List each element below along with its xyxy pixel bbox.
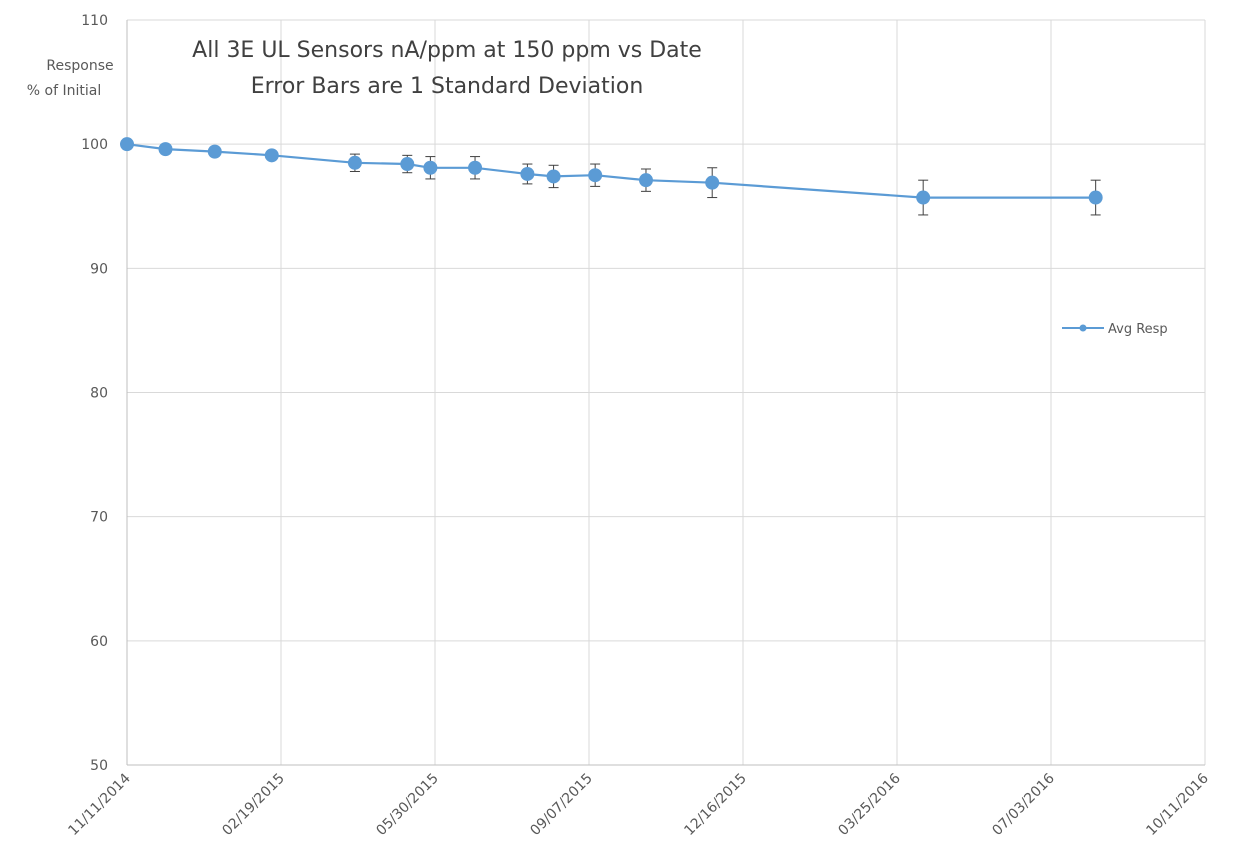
data-point	[638, 173, 653, 188]
data-point	[120, 137, 134, 152]
chart-subtitle: Error Bars are 1 Standard Deviation	[251, 74, 644, 99]
y-tick-label: 100	[81, 137, 108, 153]
data-point	[264, 148, 279, 163]
x-tick-label: 02/19/2015	[219, 771, 287, 839]
data-point	[520, 166, 535, 181]
legend-label: Avg Resp	[1108, 322, 1168, 337]
y-tick-label: 50	[90, 758, 108, 774]
y-axis-label-line2: % of Initial	[27, 83, 101, 99]
x-tick-label: 12/16/2015	[681, 771, 749, 839]
y-tick-label: 110	[81, 13, 108, 29]
legend: Avg Resp	[1062, 322, 1168, 337]
data-point	[588, 168, 603, 183]
y-tick-label: 90	[90, 261, 108, 277]
y-axis-label-line1: Response	[46, 58, 113, 74]
x-tick-label: 07/03/2016	[989, 770, 1057, 838]
data-point	[400, 157, 415, 172]
data-point	[468, 160, 483, 175]
x-tick-label: 09/07/2015	[527, 771, 595, 839]
legend-point-marker	[1079, 324, 1087, 332]
grid-layer	[127, 19, 1206, 765]
y-tick-label: 60	[90, 634, 108, 650]
y-tick-label: 80	[90, 386, 108, 402]
data-point	[347, 155, 362, 170]
data-point	[158, 142, 173, 157]
data-point	[1088, 190, 1103, 205]
x-tick-label: 11/11/2014	[65, 770, 133, 838]
x-tick-label: 10/11/2016	[1143, 770, 1211, 838]
axis-layer: 50 60 70 80 90 100 110 11/11/2014 02/19/2015 05/3…	[65, 13, 1211, 839]
data-point	[705, 175, 720, 190]
data-point	[546, 169, 561, 184]
x-tick-label: 05/30/2015	[373, 771, 441, 839]
y-tick-label: 70	[90, 510, 108, 526]
data-point	[423, 160, 438, 175]
series-layer	[120, 137, 1103, 216]
data-point	[916, 190, 931, 205]
data-point	[207, 144, 222, 159]
x-tick-label: 03/25/2016	[835, 770, 903, 838]
chart-title: All 3E UL Sensors nA/ppm at 150 ppm vs D…	[192, 38, 702, 63]
